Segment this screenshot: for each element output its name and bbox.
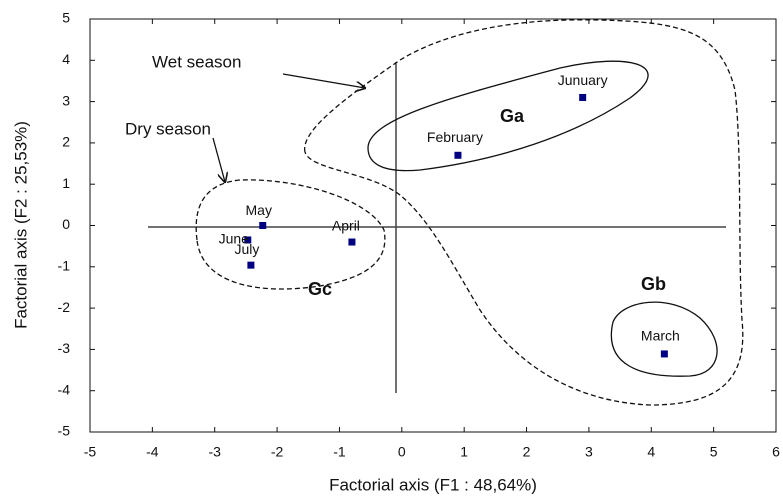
point-label: April [332,218,360,234]
dry-season-arrow [212,137,225,182]
data-point [348,238,356,246]
group-b-outline [610,301,718,377]
group-label: Gb [641,274,666,294]
x-tick-label: -5 [84,444,97,460]
x-tick-label: 6 [772,444,780,460]
point-label: July [234,241,259,257]
point-label: March [641,328,680,344]
data-point [244,236,252,244]
y-tick-label: -4 [58,381,71,397]
y-tick-label: 4 [62,51,70,67]
y-tick-label: 2 [62,134,70,150]
y-tick-label: 5 [62,10,70,26]
data-point [579,93,587,101]
point-label: Junuary [558,72,608,88]
x-tick-label: 2 [523,444,531,460]
point-label: February [427,129,483,145]
data-point [660,350,668,358]
y-axis-title: Factorial axis (F2 : 25,53%) [11,121,30,329]
y-tick-label: 0 [62,216,70,232]
annotation: Dry season [125,119,211,138]
wet-season-arrow [282,73,365,88]
x-tick-label: 1 [460,444,468,460]
data-point [454,151,462,159]
y-tick-label: -3 [58,340,71,356]
x-tick-label: -1 [333,444,346,460]
x-tick-label: 5 [710,444,718,460]
group-label: Ga [500,106,525,126]
x-axis-title: Factorial axis (F1 : 48,64%) [329,475,537,494]
y-tick-label: -5 [58,423,71,439]
dry-season-outline [195,179,386,290]
point-label: May [246,202,272,218]
group-label: Gc [308,279,332,299]
y-tick-label: -1 [58,258,71,274]
point-label: June [219,231,250,247]
y-tick-label: 1 [62,175,70,191]
y-tick-label: -2 [58,299,71,315]
x-tick-label: -2 [271,444,284,460]
group-a-outline [367,60,649,172]
x-tick-label: -3 [209,444,222,460]
wet-season-outline [304,19,744,406]
x-tick-label: 4 [647,444,655,460]
x-tick-label: -4 [146,444,159,460]
y-tick-label: 3 [62,92,70,108]
data-point [247,261,255,269]
plot-frame [89,18,777,433]
data-point [259,222,267,229]
x-tick-label: 0 [398,444,406,460]
annotation: Wet season [152,52,241,71]
x-tick-label: 3 [585,444,593,460]
